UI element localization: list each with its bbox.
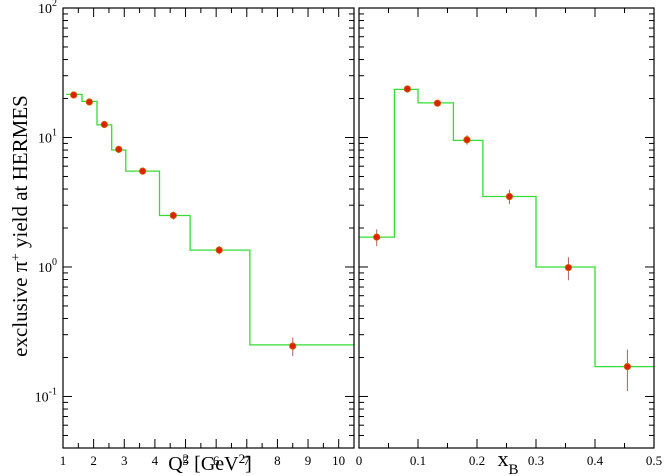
x-axis-label-q2: Q2 [GeV2]: [168, 451, 252, 476]
histogram-xb: [359, 88, 654, 368]
plot-frame-q2: [62, 7, 355, 449]
x-tick-label: 3: [121, 453, 128, 468]
data-point: [100, 120, 108, 129]
y-axis-label: exclusive π+ yield at HERMES: [7, 95, 32, 357]
data-point: [289, 342, 297, 350]
data-point: [433, 99, 442, 107]
x-tick-label: 0: [356, 453, 363, 468]
x-tick-label: 2: [90, 453, 97, 468]
data-point: [373, 233, 381, 241]
data-point: [115, 145, 123, 153]
x-tick-label: 0.1: [410, 453, 426, 468]
x-tick-label: 8: [274, 453, 281, 468]
x-tick-label: 9: [305, 453, 312, 468]
data-point: [623, 363, 632, 371]
data-point: [215, 246, 223, 254]
x-tick-label: 0.4: [587, 453, 604, 468]
x-tick-label: 6: [213, 453, 220, 468]
y-tick-label: 101: [38, 127, 57, 146]
x-axis-label-xb: xB: [497, 446, 518, 476]
plot-frame-xb: [358, 7, 655, 449]
x-tick-label: 7: [244, 453, 251, 468]
axes-xb: 0 0.1 0.2 0.3 0.4 0.5: [356, 7, 662, 468]
panel-xb: 0 0.1 0.2 0.3 0.4 0.5: [356, 7, 662, 468]
x-tick-label: 4: [152, 453, 159, 468]
y-tick-label: 10-1: [35, 386, 57, 405]
x-tick-label: 0.2: [469, 453, 485, 468]
panel-q2: 1 2 3 4 5 6 7 8 9 10 10-1 100 101 102: [35, 0, 355, 468]
y-tick-label: 102: [38, 0, 57, 17]
data-point: [139, 167, 147, 175]
data-point: [70, 91, 78, 99]
data-point: [169, 211, 177, 220]
data-points-q2: [70, 91, 297, 357]
data-point: [403, 85, 411, 93]
x-tick-label: 5: [182, 453, 189, 468]
histogram-line: [359, 88, 654, 368]
data-point: [85, 98, 93, 106]
histogram-line: [66, 93, 354, 346]
data-point: [463, 136, 471, 144]
x-tick-label: 10: [332, 453, 345, 468]
x-tick-label: 0.3: [528, 453, 544, 468]
axes-q2: 1 2 3 4 5 6 7 8 9 10 10-1 100 101 102: [35, 0, 355, 468]
histogram-q2: [66, 93, 354, 346]
y-tick-label: 100: [38, 257, 57, 276]
data-points-xb: [373, 85, 632, 392]
x-tick-label: 1: [60, 453, 67, 468]
data-point: [505, 192, 514, 201]
x-tick-label: 0.5: [646, 453, 662, 468]
data-point: [564, 263, 573, 272]
